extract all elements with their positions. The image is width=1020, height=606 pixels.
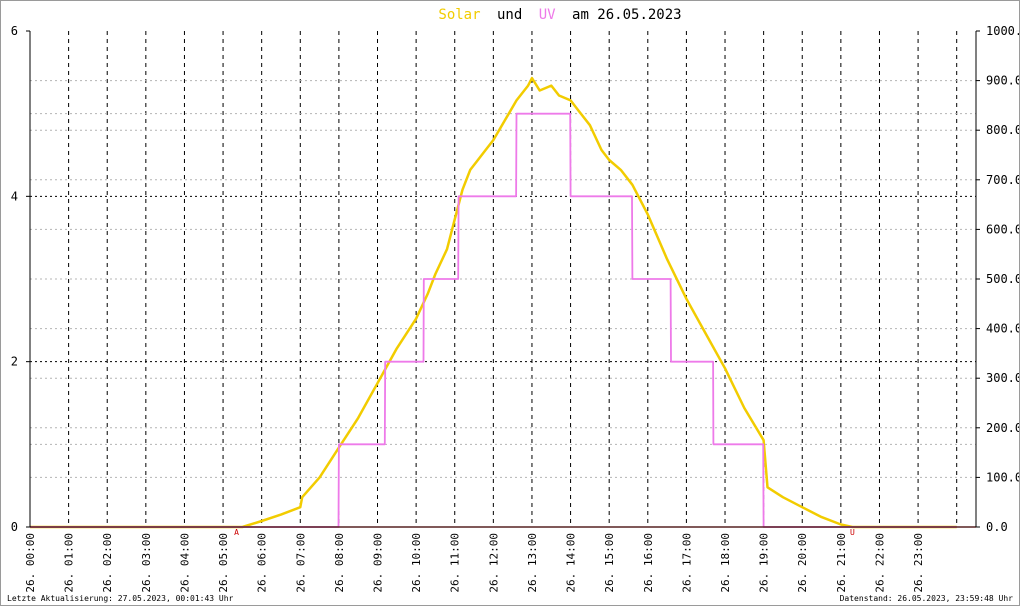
series-layer [30,76,976,529]
y-right-tick-label: 300.0 [986,371,1019,385]
x-tick-label: 26. 19:00 [758,533,771,593]
sunset-marker: U [850,528,855,537]
sunrise-marker: A [234,528,239,537]
axis-layer: 0 2 4 6 0.0 100.0 200.0 300.0 400.0 500.0 600.0 700… [11,24,1019,593]
x-tick-label: 26. 12:00 [487,533,500,593]
x-tick-label: 26. 21:00 [835,533,848,593]
x-tick-label: 26. 17:00 [680,533,693,593]
y-left-tick-label: 2 [11,355,18,369]
chart-title: Solar und UV am 26.05.2023 [438,7,681,23]
y-right-tick-label: 0.0 [986,520,1008,534]
x-tick-label: 26. 20:00 [796,533,809,593]
x-tick-label: 26. 02:00 [101,533,114,593]
grid-layer [30,31,976,527]
x-tick-label: 26. 16:00 [642,533,655,593]
x-tick-label: 26. 01:00 [63,533,76,593]
y-right-tick-label: 500.0 [986,272,1019,286]
footer-last-update: Letzte Aktualisierung: 27.05.2023, 00:01… [7,594,234,603]
y-right-tick-label: 200.0 [986,421,1019,435]
title-und: und [497,7,522,23]
x-tick-label: 26. 14:00 [565,533,578,593]
y-right-tick-label: 1000.0 [986,24,1019,38]
x-tick-label: 26. 05:00 [217,533,230,593]
series-uv [30,112,957,528]
title-solar: Solar [438,7,480,23]
title-uv: UV [539,7,556,23]
x-tick-label: 26. 08:00 [333,533,346,593]
x-tick-label: 26. 11:00 [449,533,462,593]
x-tick-label: 26. 03:00 [140,533,153,593]
x-tick-label: 26. 13:00 [526,533,539,593]
x-tick-label: 26. 22:00 [873,533,886,593]
series-solar [30,76,957,529]
x-tick-label: 26. 04:00 [178,533,191,593]
x-tick-label: 26. 00:00 [24,533,37,593]
x-tick-label: 26. 09:00 [372,533,385,593]
y-right-tick-label: 800.0 [986,123,1019,137]
y-right-tick-label: 600.0 [986,222,1019,236]
x-tick-label: 26. 15:00 [603,533,616,593]
footer-data-status: Datenstand: 26.05.2023, 23:59:48 Uhr [839,594,1013,603]
title-date: am 26.05.2023 [572,7,682,23]
y-left-tick-label: 6 [11,24,18,38]
y-right-tick-label: 100.0 [986,470,1019,484]
y-left-tick-label: 0 [11,520,18,534]
x-tick-label: 26. 06:00 [256,533,269,593]
x-tick-label: 26. 23:00 [912,533,925,593]
y-right-tick-label: 400.0 [986,322,1019,336]
x-tick-label: 26. 07:00 [294,533,307,593]
x-tick-label: 26. 18:00 [719,533,732,593]
x-tick-label: 26. 10:00 [410,533,423,593]
y-left-tick-label: 4 [11,189,18,203]
y-right-tick-label: 700.0 [986,173,1019,187]
y-right-tick-label: 900.0 [986,74,1019,88]
